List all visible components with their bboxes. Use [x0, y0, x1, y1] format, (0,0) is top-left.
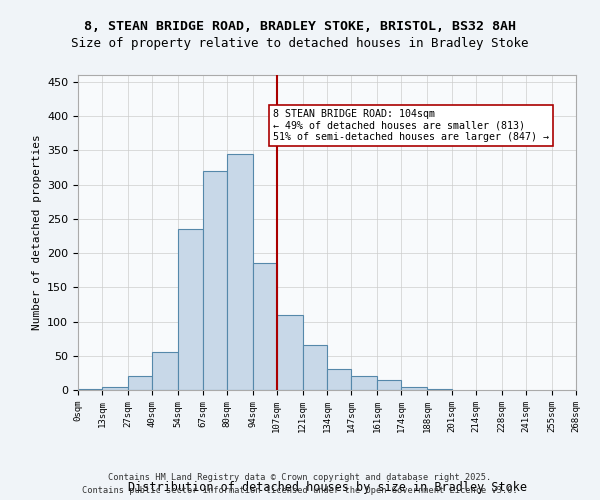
Bar [351, 376, 377, 390]
Y-axis label: Number of detached properties: Number of detached properties [32, 134, 41, 330]
Text: Contains public sector information licensed under the Open Government Licence v3: Contains public sector information licen… [82, 486, 518, 495]
Text: 8, STEAN BRIDGE ROAD, BRADLEY STOKE, BRISTOL, BS32 8AH: 8, STEAN BRIDGE ROAD, BRADLEY STOKE, BRI… [84, 20, 516, 33]
Bar [128, 376, 152, 390]
Text: Size of property relative to detached houses in Bradley Stoke: Size of property relative to detached ho… [71, 38, 529, 51]
Bar [253, 264, 277, 390]
Bar [327, 370, 351, 390]
Bar [203, 171, 227, 390]
Text: Contains HM Land Registry data © Crown copyright and database right 2025.: Contains HM Land Registry data © Crown c… [109, 474, 491, 482]
Bar [277, 314, 303, 390]
Text: 8 STEAN BRIDGE ROAD: 104sqm
← 49% of detached houses are smaller (813)
51% of se: 8 STEAN BRIDGE ROAD: 104sqm ← 49% of det… [273, 109, 549, 142]
X-axis label: Distribution of detached houses by size in Bradley Stoke: Distribution of detached houses by size … [128, 480, 527, 494]
Bar [227, 154, 253, 390]
Bar [377, 380, 401, 390]
Bar [102, 386, 128, 390]
Bar [178, 229, 203, 390]
Bar [152, 352, 178, 390]
Bar [427, 388, 452, 390]
Bar [401, 386, 427, 390]
Bar [303, 346, 327, 390]
Bar [78, 388, 102, 390]
